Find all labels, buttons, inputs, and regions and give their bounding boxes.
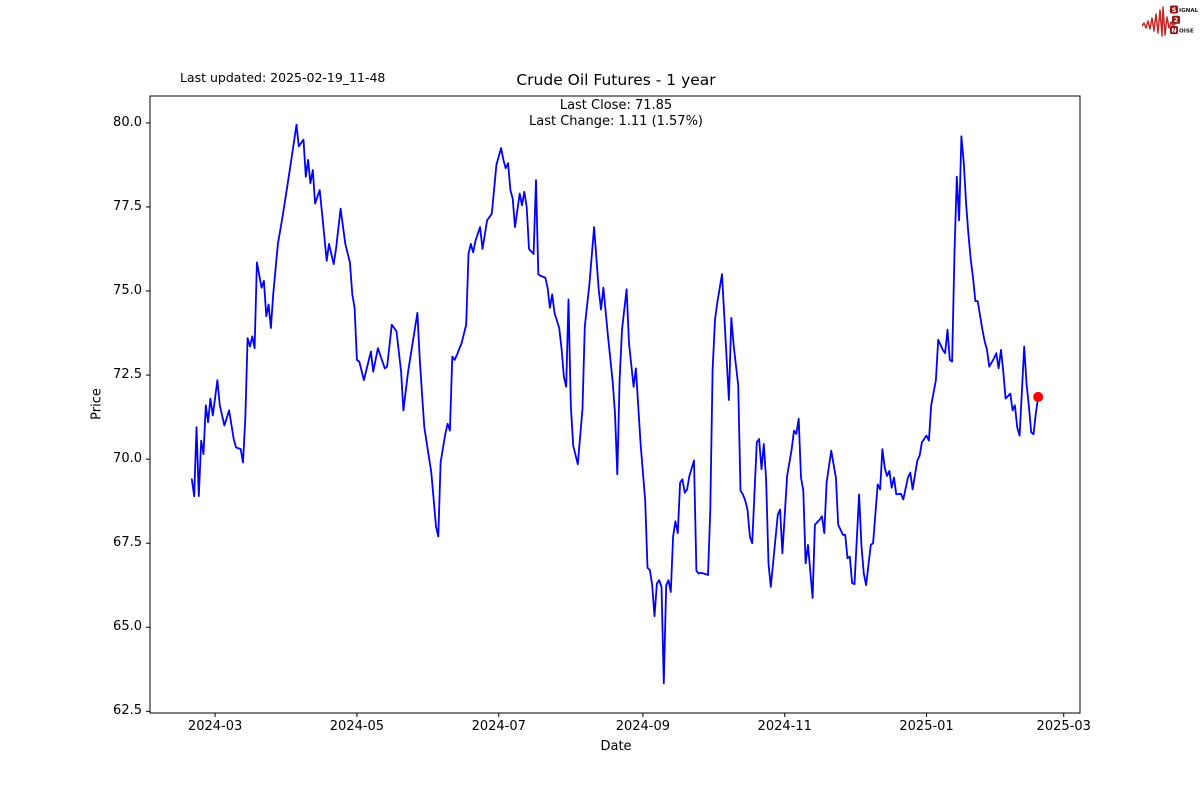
chart-title: Crude Oil Futures - 1 year [516, 71, 716, 89]
last-close-marker [1033, 391, 1044, 402]
last-change-text: Last Change: 1.11 (1.57%) [528, 113, 704, 129]
axes-spines [149, 95, 1081, 714]
logo-letterbox-s [1170, 5, 1178, 14]
x-tick-label: 2024-05 [329, 719, 385, 734]
waveform-icon [1142, 6, 1176, 37]
y-tick-label: 62.5 [113, 703, 142, 719]
x-tick-label: 2025-03 [1036, 719, 1091, 734]
last-close-text: Last Close: 71.85 [559, 98, 673, 113]
x-tick-label: 2024-09 [615, 719, 671, 734]
logo-word-signal: IGNAL [1179, 8, 1199, 14]
price-line [190, 123, 1040, 685]
signal2noise-logo: S IGNAL 2 N OISE [1142, 5, 1199, 37]
y-tick-label: 80.0 [113, 114, 142, 130]
logo-word-noise: OISE [1179, 28, 1194, 34]
y-tick-label: 67.5 [113, 535, 142, 551]
y-tick-label: 72.5 [113, 367, 142, 383]
y-tick-label: 70.0 [113, 451, 142, 467]
y-tick-label: 77.5 [113, 198, 142, 214]
x-tick-label: 2024-03 [187, 719, 243, 734]
x-tick-label: 2024-07 [471, 719, 526, 734]
y-tick-label: 75.0 [113, 283, 142, 299]
annotation-block: Last Close: 71.85 Last Change: 1.11 (1.5… [529, 98, 703, 129]
x-tick-label: 2024-11 [757, 719, 812, 734]
logo-letter-2: 2 [1174, 16, 1178, 24]
last-updated-text: Last updated: 2025-02-19_11-48 [180, 70, 386, 85]
y-tick-label: 65.0 [113, 619, 142, 635]
logo-letterbox-n [1170, 26, 1178, 35]
x-tick-label: 2025-01 [899, 719, 954, 734]
logo-letter-s: S [1172, 6, 1177, 14]
logo-letterbox-2 [1172, 15, 1180, 24]
logo-letter-n: N [1171, 27, 1176, 35]
y-axis-label: Price [89, 388, 105, 420]
x-axis-label: Date [600, 739, 632, 754]
